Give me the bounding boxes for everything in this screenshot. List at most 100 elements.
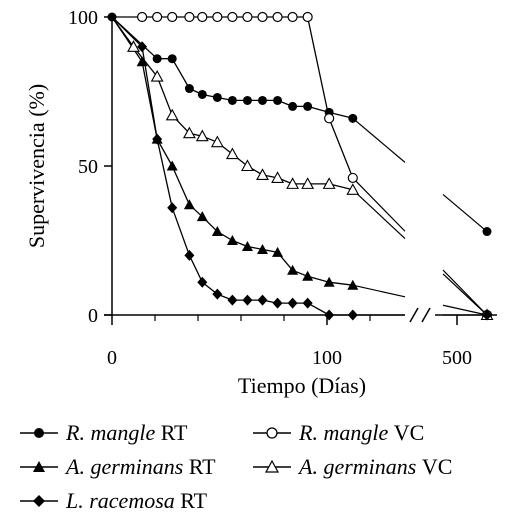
legend-species: A. germinans (299, 454, 417, 479)
series-trend-2 (352, 284, 406, 298)
data-point-open-triangle (301, 177, 315, 189)
y-tick-label: 50 (78, 156, 98, 178)
legend-marker-triangle-open (253, 459, 291, 473)
data-point-open-circle (184, 11, 195, 23)
data-point-open-triangle (210, 135, 224, 148)
data-point-origin (107, 12, 117, 22)
x-tick-label: 500 (442, 347, 472, 369)
data-point-open-circle (324, 113, 335, 124)
data-point-diamond (324, 309, 335, 321)
series-trend-end-3 (442, 273, 488, 316)
legend-item-rmangle-rt: R. mangle RT (18, 420, 188, 446)
legend-treatment: VC (421, 454, 453, 479)
data-point-diamond (242, 294, 253, 306)
data-point-circle (482, 227, 492, 237)
data-point-circle (258, 95, 267, 105)
data-point-open-triangle (286, 177, 300, 189)
data-point-circle (212, 92, 222, 102)
data-point-diamond (482, 309, 492, 321)
data-point-diamond (152, 133, 163, 145)
data-point-triangle (257, 243, 268, 254)
data-point-open-circle (152, 11, 163, 23)
data-point-open-circle (197, 11, 208, 23)
data-point-open-triangle (195, 129, 209, 142)
series-trend-end-0 (442, 193, 488, 233)
axis-break-mark (421, 307, 431, 323)
data-point-open-circle (272, 11, 283, 23)
legend-species: L. racemosa (66, 488, 175, 513)
x-axis-title: Tiempo (Días) (238, 373, 366, 398)
data-point-diamond (227, 294, 238, 306)
data-point-diamond (137, 41, 148, 53)
data-point-circle (167, 54, 177, 64)
legend-item-lracemosa-rt: L. racemosa RT (18, 488, 207, 514)
legend-item-agerminans-rt: A. germinans RT (18, 454, 216, 480)
data-point-triangle (323, 276, 335, 287)
data-point-open-triangle (127, 40, 140, 52)
data-point-open-circle (227, 11, 238, 23)
data-point-circle (152, 54, 162, 64)
data-point-open-triangle (256, 168, 269, 180)
data-point-triangle (136, 56, 148, 67)
data-point-open-triangle (182, 126, 196, 139)
data-point-open-triangle (346, 183, 360, 195)
series-trend-end-2 (442, 304, 488, 316)
data-point-diamond (302, 297, 313, 309)
data-point-triangle (302, 270, 314, 281)
data-point-diamond (257, 294, 268, 306)
data-point-diamond (287, 297, 298, 309)
data-point-open-circle (347, 172, 358, 184)
data-point-triangle (287, 264, 299, 275)
data-point-circle (227, 95, 237, 105)
legend: R. mangle RT R. mangle VC A. germinans R… (18, 420, 508, 522)
data-point-triangle (166, 160, 178, 171)
y-axis-title: Supervivencia (%) (24, 84, 49, 248)
legend-treatment: RT (180, 488, 208, 513)
axis-break-mark (409, 307, 419, 323)
data-point-circle (348, 113, 358, 123)
data-point-diamond (347, 309, 358, 321)
data-point-triangle (211, 226, 223, 237)
legend-treatment: RT (160, 420, 188, 445)
y-tick-label: 100 (68, 7, 98, 29)
legend-item-agerminans-vc: A. germinans VC (251, 454, 452, 480)
data-point-open-circle (167, 11, 178, 23)
data-point-diamond (212, 288, 223, 300)
series-trend-0 (352, 117, 406, 163)
data-point-open-triangle (150, 69, 164, 82)
series-trend-3 (352, 189, 406, 239)
data-point-open-triangle (271, 171, 284, 183)
legend-marker-circle-open (253, 427, 291, 439)
legend-species: R. mangle (299, 420, 389, 445)
data-point-diamond (184, 249, 195, 261)
data-point-open-triangle (241, 159, 254, 172)
data-point-triangle (272, 246, 284, 257)
legend-marker-triangle-filled (20, 461, 58, 472)
legend-species: A. germinans (66, 454, 184, 479)
data-point-circle (273, 95, 283, 105)
data-point-triangle (347, 279, 359, 290)
legend-item-rmangle-vc: R. mangle VC (251, 420, 424, 446)
data-point-circle (288, 101, 298, 111)
legend-marker-circle-filled (20, 428, 58, 438)
x-tick-label: 100 (312, 347, 342, 369)
data-point-open-circle (257, 11, 268, 23)
data-point-circle (184, 84, 194, 94)
legend-treatment: RT (188, 454, 216, 479)
data-point-open-circle (212, 11, 223, 23)
data-point-triangle (196, 211, 208, 222)
data-point-open-triangle (322, 177, 336, 189)
data-point-diamond (167, 202, 178, 214)
data-point-triangle (226, 235, 238, 245)
data-point-circle (242, 95, 252, 105)
data-point-diamond (272, 297, 283, 309)
data-point-open-circle (242, 11, 253, 23)
data-point-circle (197, 89, 207, 99)
survival-chart: 0 50 100 0 100 500 Supervivencia (%) Tiempo (… (24, 7, 497, 398)
data-point-triangle (183, 199, 195, 210)
data-point-circle (303, 101, 313, 111)
data-point-open-circle (137, 11, 148, 23)
data-point-triangle (241, 240, 253, 251)
data-point-diamond (197, 276, 208, 288)
y-tick-label: 0 (88, 305, 98, 327)
